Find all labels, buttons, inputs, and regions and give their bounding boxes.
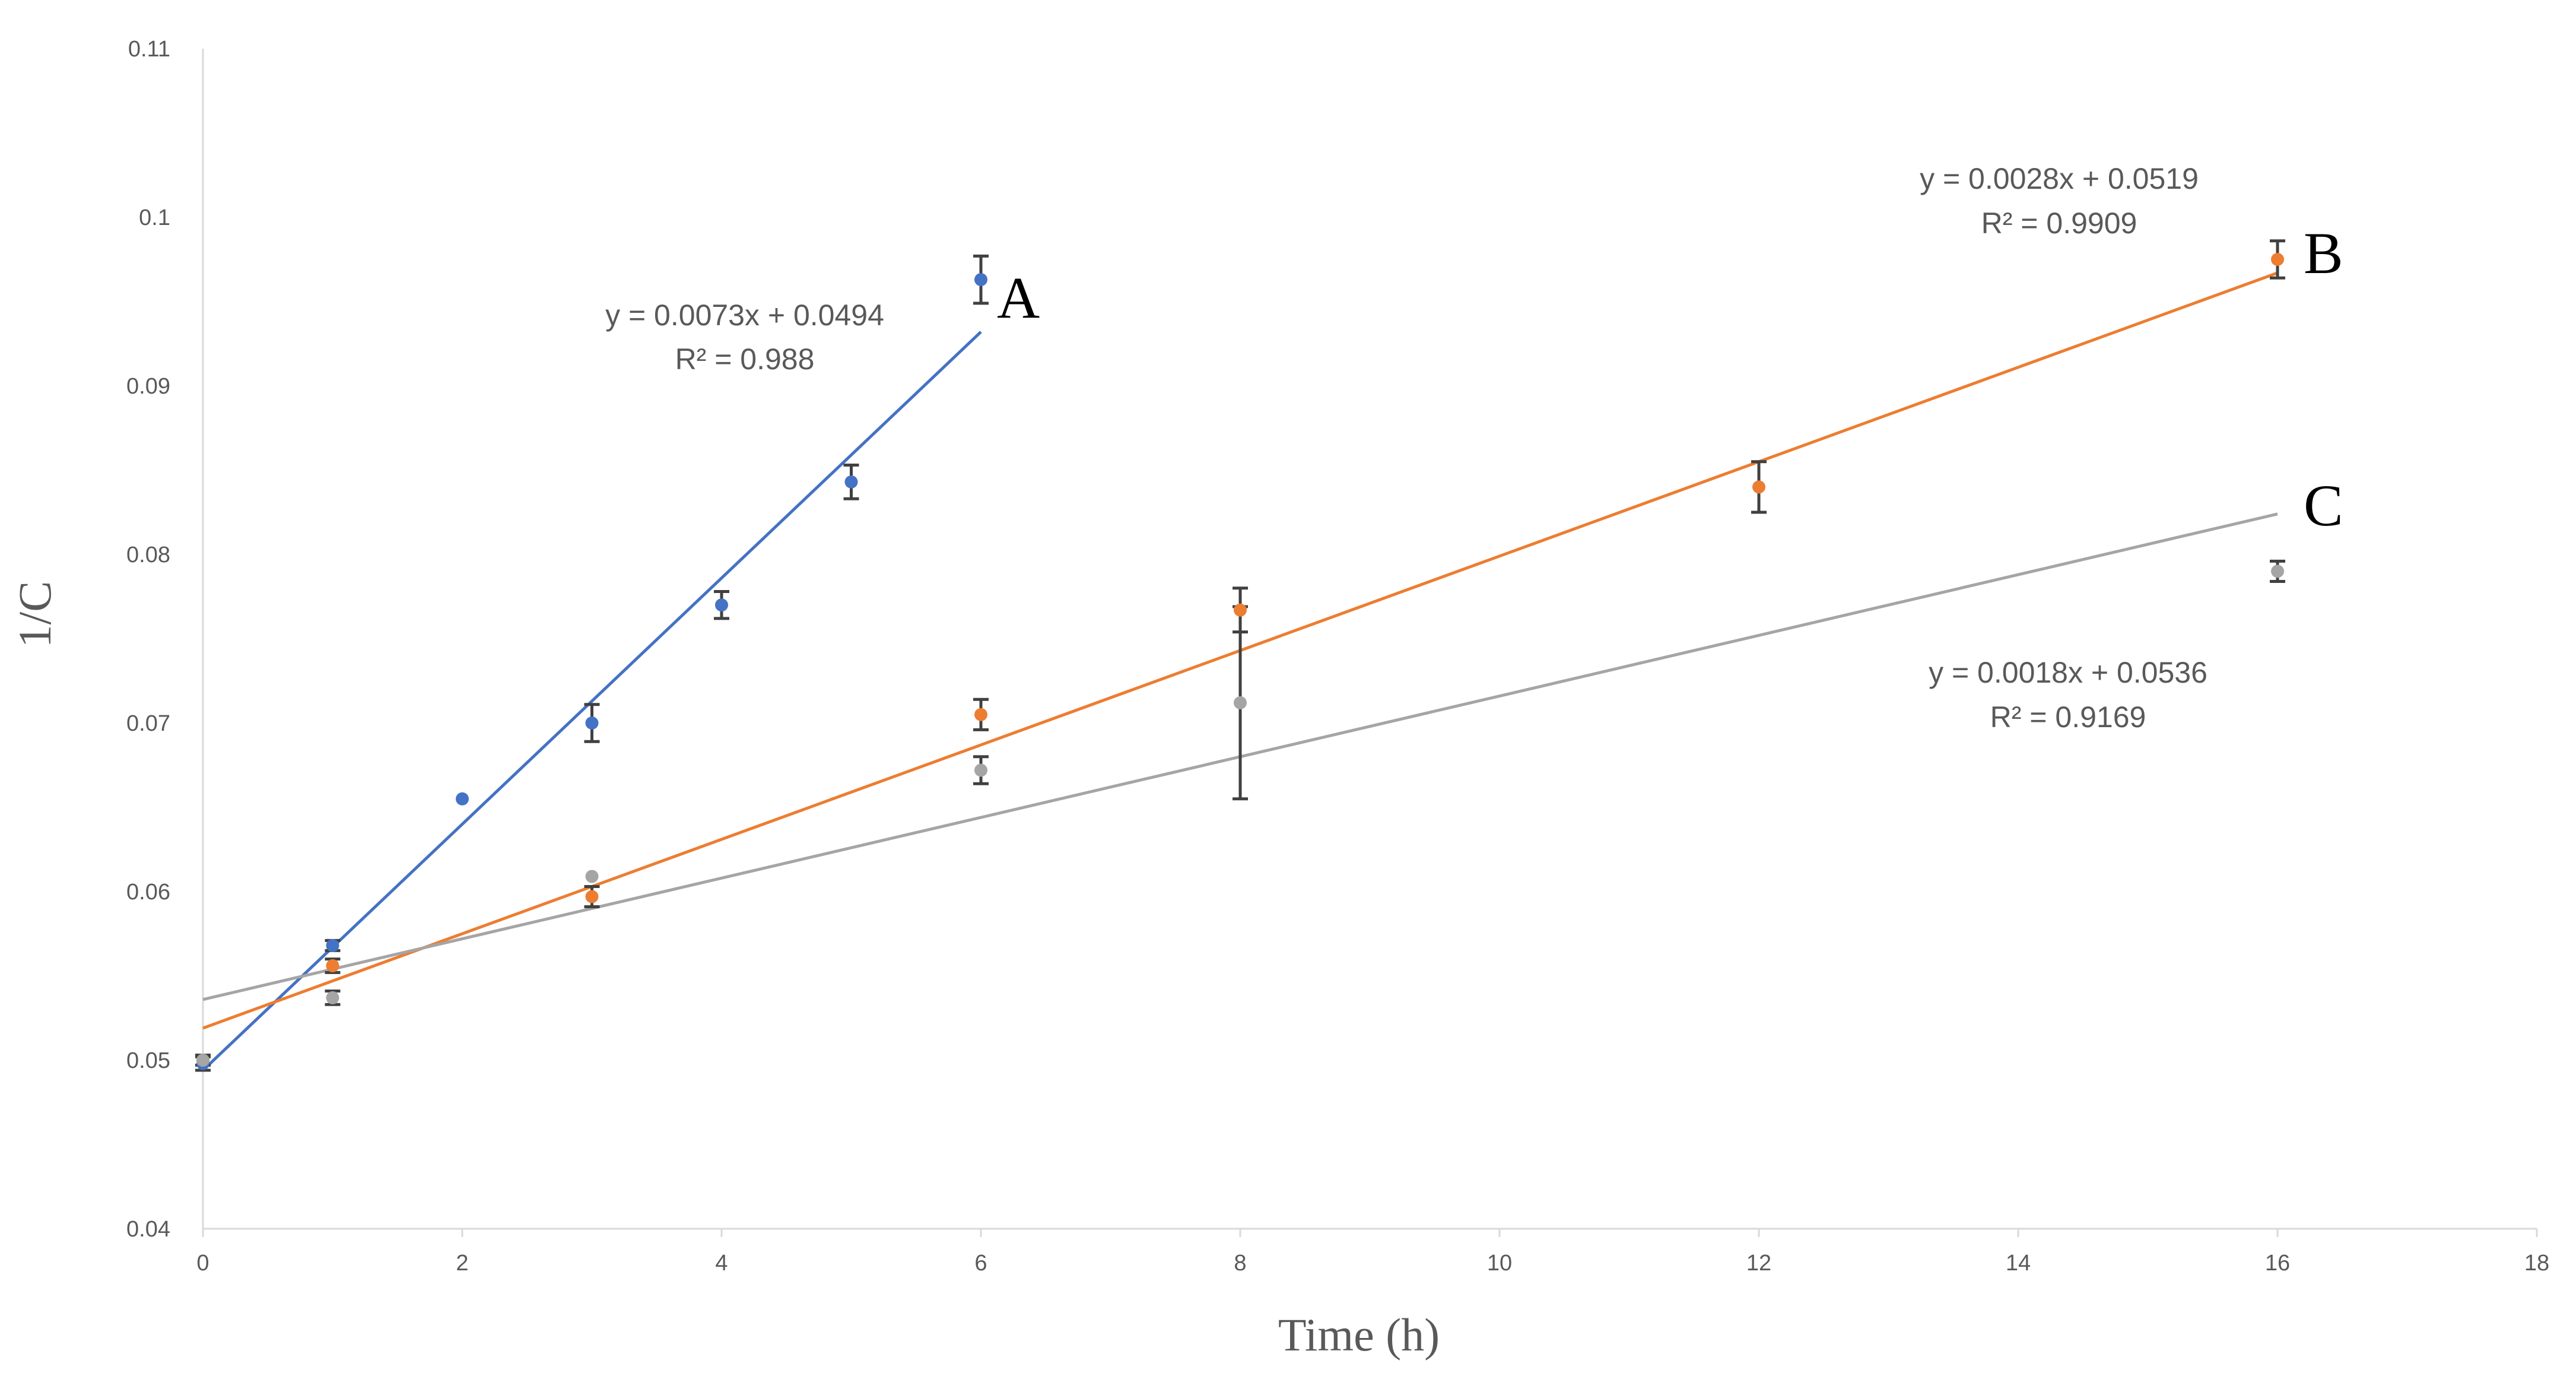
x-tick-label: 2: [456, 1251, 468, 1276]
y-tick-label: 0.09: [126, 374, 170, 399]
r2-b: R² = 0.9909: [1981, 207, 2137, 240]
data-point-c: [585, 870, 599, 883]
data-point-c: [974, 763, 987, 777]
series-label-c: C: [2304, 473, 2343, 538]
data-point-c: [1234, 696, 1247, 709]
x-tick-label: 0: [196, 1251, 209, 1276]
y-tick-label: 0.11: [128, 37, 170, 62]
y-axis-title: 1/C: [9, 581, 61, 648]
data-point-b: [1234, 603, 1247, 617]
equation-c: y = 0.0018x + 0.0536: [1929, 656, 2207, 689]
x-tick-label: 18: [2524, 1251, 2549, 1276]
data-point-b: [1752, 480, 1765, 494]
data-point-a: [974, 273, 987, 287]
equation-a: y = 0.0073x + 0.0494: [605, 299, 884, 332]
y-tick-label: 0.04: [126, 1217, 170, 1242]
data-point-c: [2271, 565, 2284, 578]
data-point-c: [326, 991, 339, 1004]
y-tick-label: 0.06: [126, 880, 170, 905]
annotations: Time (h) 1/C A B C y = 0.0073x + 0.0494 …: [9, 162, 2343, 1361]
axes: [202, 49, 2537, 1230]
data-point-b: [326, 959, 339, 972]
data-point-a: [456, 792, 469, 806]
tick-labels: 0 2 4 6 8 10 12 14 16 18 0.04 0.05 0.06 0.07 0.08 0.09 0…: [126, 37, 2549, 1276]
data-point-b: [974, 708, 987, 721]
data-point-a: [585, 716, 599, 730]
data-point-a: [326, 938, 339, 952]
r2-a: R² = 0.988: [675, 343, 815, 376]
data-point-c: [196, 1054, 209, 1067]
data-point-a: [844, 475, 858, 489]
y-tick-label: 0.05: [126, 1048, 170, 1073]
x-tick-label: 8: [1234, 1251, 1246, 1276]
x-tick-label: 6: [974, 1251, 987, 1276]
y-tick-label: 0.07: [126, 711, 170, 736]
x-tick-label: 16: [2265, 1251, 2290, 1276]
equation-b: y = 0.0028x + 0.0519: [1920, 162, 2199, 195]
trendline-a: [202, 331, 982, 1071]
x-tick-label: 12: [1746, 1251, 1771, 1276]
x-axis-title: Time (h): [1278, 1309, 1440, 1361]
data-points: [196, 253, 2284, 1070]
series-label-b: B: [2304, 220, 2343, 286]
series-label-a: A: [997, 265, 1040, 331]
x-tick-label: 4: [715, 1251, 728, 1276]
r2-c: R² = 0.9169: [1990, 700, 2146, 734]
data-point-b: [585, 890, 599, 903]
x-tick-label: 10: [1487, 1251, 1512, 1276]
y-tick-label: 0.1: [139, 205, 170, 230]
y-tick-label: 0.08: [126, 543, 170, 567]
data-point-a: [715, 598, 728, 612]
x-tick-label: 14: [2006, 1251, 2031, 1276]
data-point-b: [2271, 253, 2284, 266]
